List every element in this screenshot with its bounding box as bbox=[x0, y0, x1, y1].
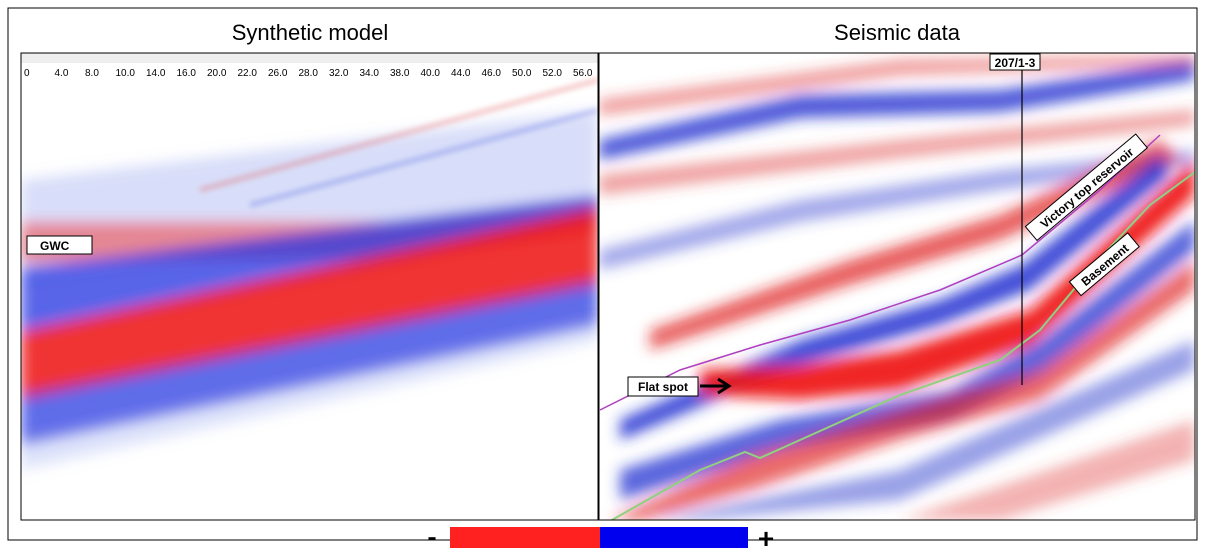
tick-label: 50.0 bbox=[512, 68, 532, 79]
tick-label: 4.0 bbox=[55, 68, 69, 79]
tick-label: 16.0 bbox=[177, 68, 197, 79]
tick-label: 14.0 bbox=[146, 68, 166, 79]
tick-label: 56.0 bbox=[573, 68, 593, 79]
colorbar-minus: - bbox=[427, 521, 436, 549]
tick-label: 8.0 bbox=[85, 68, 99, 79]
label-box bbox=[627, 376, 699, 397]
tick-label: 20.0 bbox=[207, 68, 227, 79]
seismic-image bbox=[599, 53, 1195, 520]
tick-label: 28.0 bbox=[299, 68, 319, 79]
tick-label: 0 bbox=[24, 68, 30, 79]
tick-label: 10.0 bbox=[116, 68, 136, 79]
colorbar-red bbox=[450, 527, 600, 548]
arrow bbox=[700, 377, 732, 395]
colorbar-blue bbox=[600, 527, 748, 548]
tick-label: 34.0 bbox=[360, 68, 380, 79]
label-box bbox=[989, 53, 1041, 71]
tick-label: 40.0 bbox=[421, 68, 441, 79]
tick-label: 22.0 bbox=[238, 68, 258, 79]
panel-title: Synthetic model bbox=[232, 20, 389, 45]
tick-label: 44.0 bbox=[451, 68, 471, 79]
label-box bbox=[26, 235, 93, 255]
tick-label: 38.0 bbox=[390, 68, 410, 79]
well-label: 207/1-3 bbox=[995, 56, 1036, 70]
label: Flat spot bbox=[638, 380, 688, 394]
tick-label: 26.0 bbox=[268, 68, 288, 79]
panel-frame bbox=[20, 52, 599, 521]
synthetic-image: 0 4.0 8.0 10.0 14.0 16.0 20.0 22.0 26.0 28.0 32.0 3… bbox=[21, 53, 598, 520]
panel-frame bbox=[598, 52, 1196, 521]
colorbar-plus: + bbox=[758, 523, 774, 549]
label: GWC bbox=[40, 239, 70, 253]
panel-title: Seismic data bbox=[834, 20, 961, 45]
tick-label: 46.0 bbox=[482, 68, 502, 79]
tick-label: 52.0 bbox=[543, 68, 563, 79]
tick-label: 32.0 bbox=[329, 68, 349, 79]
